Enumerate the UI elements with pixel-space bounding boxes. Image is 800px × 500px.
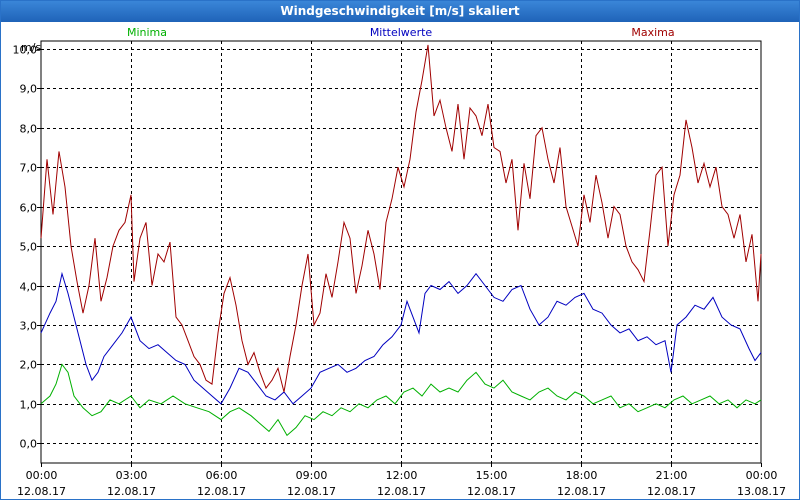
x-tick-time: 12:00 — [386, 469, 418, 482]
series-line-maxima — [40, 44, 762, 393]
x-tick-time: 00:00 — [746, 469, 778, 482]
x-tick-date: 13.08.17 — [737, 485, 786, 498]
y-tick-label: 2,0 — [20, 359, 38, 372]
y-tick-label: 0,0 — [20, 438, 38, 451]
x-tick-date: 12.08.17 — [197, 485, 246, 498]
x-tick-date: 12.08.17 — [557, 485, 606, 498]
y-tick-label: 5,0 — [20, 241, 38, 254]
legend-maxima: Maxima — [631, 26, 674, 39]
y-tick-label: 10,0 — [13, 44, 38, 57]
legend-mittelwerte: Mittelwerte — [370, 26, 433, 39]
x-tick-time: 03:00 — [116, 469, 148, 482]
x-tick-date: 12.08.17 — [287, 485, 336, 498]
x-tick-time: 15:00 — [476, 469, 508, 482]
y-axis-label: m/s — [21, 41, 41, 54]
y-tick-label: 8,0 — [20, 123, 38, 136]
x-tick-time: 18:00 — [566, 469, 598, 482]
y-axis: 0,0 1,0 2,0 3,0 4,0 5,0 6,0 7,0 8,0 9,0 10,0 — [13, 44, 41, 451]
x-tick-time: 00:00 — [26, 469, 58, 482]
x-tick-date: 12.08.17 — [377, 485, 426, 498]
x-tick-date: 12.08.17 — [647, 485, 696, 498]
y-tick-label: 4,0 — [20, 281, 38, 294]
x-tick-time: 09:00 — [296, 469, 328, 482]
y-tick-label: 9,0 — [20, 83, 38, 96]
legend: Minima Mittelwerte Maxima — [127, 26, 675, 39]
y-tick-label: 6,0 — [20, 202, 38, 215]
series-line-minima — [40, 363, 762, 437]
series-line-mittelwerte — [40, 271, 762, 405]
y-tick-label: 7,0 — [20, 162, 38, 175]
x-tick-date: 12.08.17 — [107, 485, 156, 498]
window-title: Windgeschwindigkeit [m/s] skaliert — [1, 1, 799, 22]
grid — [40, 40, 762, 464]
x-tick-date: 12.08.17 — [17, 485, 66, 498]
x-tick-date: 12.08.17 — [467, 485, 516, 498]
y-tick-label: 3,0 — [20, 320, 38, 333]
series-lines — [40, 44, 762, 437]
x-axis: 00:00 12.08.17 03:00 12.08.17 06:00 12.08.17 0… — [17, 463, 786, 498]
y-tick-label: 1,0 — [20, 399, 38, 412]
legend-minima: Minima — [127, 26, 167, 39]
x-tick-time: 06:00 — [206, 469, 238, 482]
x-tick-time: 21:00 — [656, 469, 688, 482]
